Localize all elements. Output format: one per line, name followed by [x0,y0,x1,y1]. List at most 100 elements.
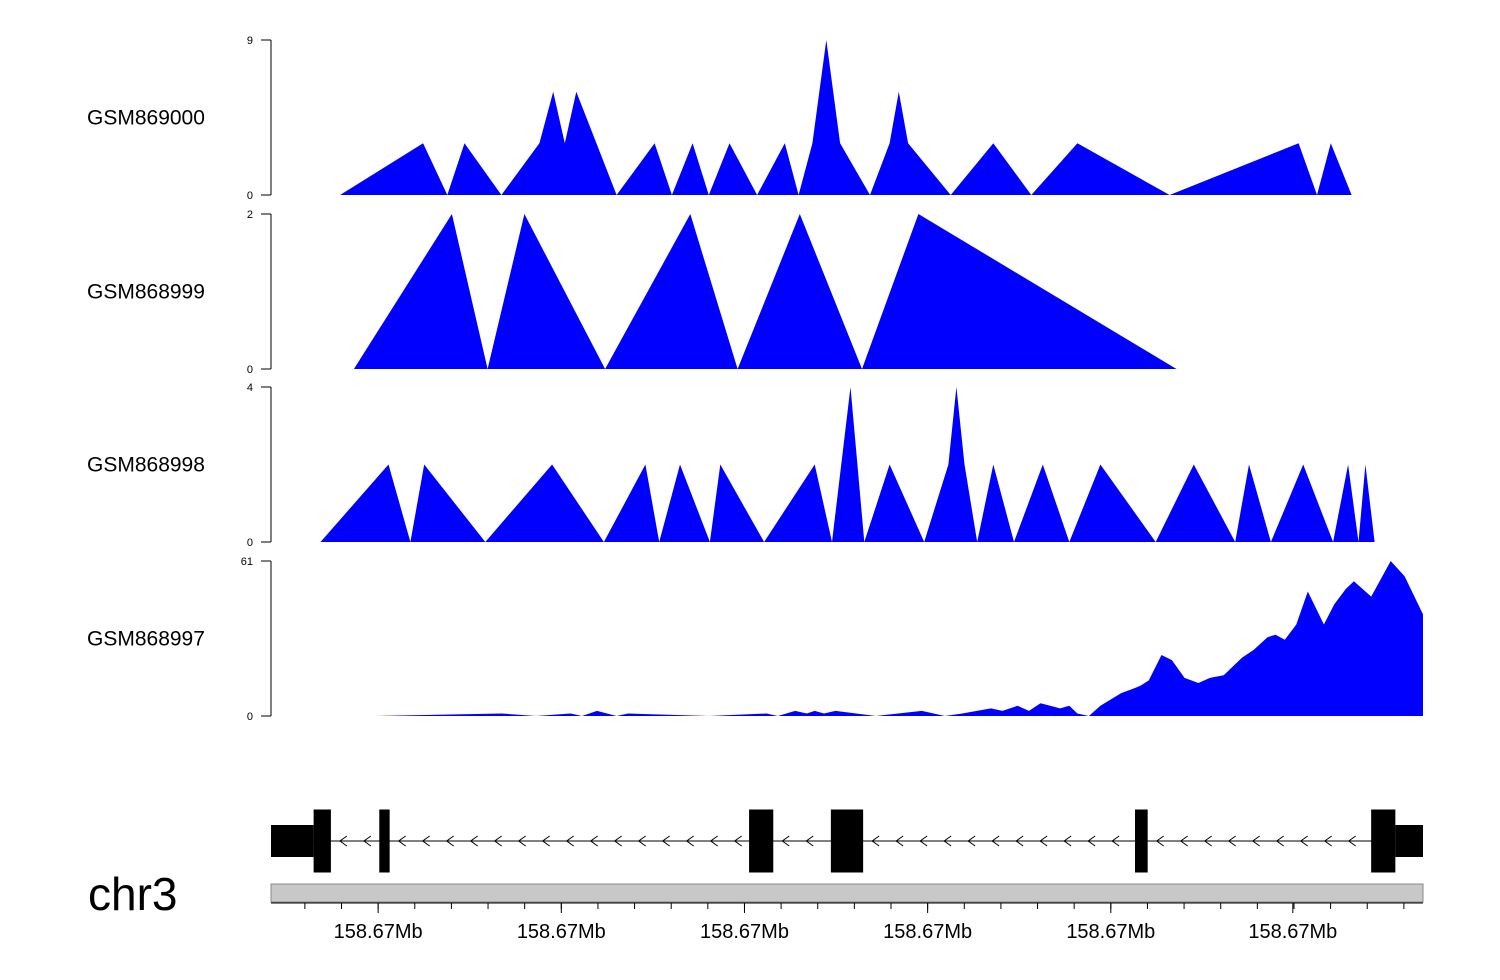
strand-arrow [1063,835,1072,847]
coverage-peak [1270,464,1334,542]
x-tick-label: 158.67Mb [1248,921,1337,943]
coverage-peak [832,387,865,542]
strand-arrow [517,835,526,847]
coverage-peak [798,40,870,195]
strand-arrow [469,835,478,847]
track-label: GSM868999 [87,281,205,304]
y-tick-label: 0 [247,190,253,202]
strand-arrow [805,835,814,847]
track-label: GSM868997 [87,628,205,651]
coverage-peak [485,464,604,542]
x-tick-label: 158.67Mb [517,921,606,943]
strand-arrow [1015,835,1024,847]
strand-arrow [709,835,718,847]
y-tick-label: 61 [241,556,253,568]
y-tick-label: 0 [247,364,253,376]
strand-arrow [397,835,406,847]
coverage-peak [1169,143,1317,195]
strand-arrow [991,835,1000,847]
strand-arrow [1203,835,1212,847]
strand-arrow [1179,835,1188,847]
exon-block [379,809,390,873]
coverage-peak [671,143,709,195]
coverage-peak [410,464,486,542]
track-GSM868999: GSM868999 2 0 [87,209,1177,376]
strand-arrow [1155,835,1164,847]
exon-block [749,809,774,873]
strand-arrow [1299,835,1308,847]
exon-block [830,809,864,873]
strand-arrow [445,835,454,847]
x-tick-label: 158.67Mb [334,921,423,943]
coverage-peak [1317,143,1352,195]
x-tick-label: 158.67Mb [883,921,972,943]
coverage-peak [1155,464,1236,542]
coverage-peak [374,561,1424,716]
y-tick-label: 0 [247,537,253,549]
strand-arrow [1039,835,1048,847]
coverage-peak [1014,464,1070,542]
strand-arrow [421,835,430,847]
gene-model-track [271,809,1423,873]
coverage-peak [1069,464,1156,542]
strand-arrow [613,835,622,847]
exon-block [313,809,331,873]
coverage-peak [340,143,448,195]
coverage-peak [1358,464,1375,542]
coverage-peak [616,143,672,195]
strand-arrow [943,835,952,847]
coverage-peak [1235,464,1271,542]
x-tick-label: 158.67Mb [700,921,789,943]
coverage-peak [737,214,862,369]
coverage-peak [977,464,1014,542]
strand-arrow [685,835,694,847]
strand-arrow [1227,835,1236,847]
coverage-peak [864,464,925,542]
track-GSM869000: GSM869000 9 0 [87,35,1352,202]
coverage-peak [709,464,765,542]
coverage-peak [447,143,502,195]
y-tick-label: 4 [247,382,253,394]
strand-arrow [1323,835,1332,847]
strand-arrow [339,835,348,847]
x-tick-label: 158.67Mb [1066,921,1155,943]
data-tracks: GSM86900090GSM86899920GSM86899840GSM8689… [87,35,1424,723]
strand-arrow [919,835,928,847]
coverage-peak [353,214,488,369]
strand-arrow [733,835,742,847]
coverage-peak [708,143,758,195]
coverage-peak [764,464,832,542]
coverage-peak [487,214,606,369]
coverage-peak [603,464,660,542]
y-tick-label: 9 [247,35,253,47]
coverage-peak [1333,464,1359,542]
coverage-peak [870,91,951,195]
strand-arrow [661,835,670,847]
chromosome-label: chr3 [88,868,177,920]
track-label: GSM869000 [87,107,205,130]
coverage-peak [605,214,738,369]
exon-block [1371,809,1396,873]
strand-arrow [781,835,790,847]
track-GSM868998: GSM868998 4 0 [87,382,1375,549]
coverage-peak [501,91,617,195]
utr-block [1395,825,1423,857]
coverage-peak [757,143,799,195]
strand-arrow [565,835,574,847]
strand-arrow [1347,835,1356,847]
strand-arrow [589,835,598,847]
track-GSM868997: GSM868997 61 0 [87,556,1424,723]
strand-arrow [967,835,976,847]
strand-arrow [363,835,372,847]
coverage-peak [320,464,411,542]
track-label: GSM868998 [87,454,205,477]
strand-arrow [637,835,646,847]
utr-block [271,825,314,857]
y-tick-label: 0 [247,711,253,723]
coverage-peak [924,387,978,542]
coverage-peak [659,464,710,542]
strand-arrow [1087,835,1096,847]
coverage-peak [950,143,1032,195]
coverage-peak [1031,143,1170,195]
